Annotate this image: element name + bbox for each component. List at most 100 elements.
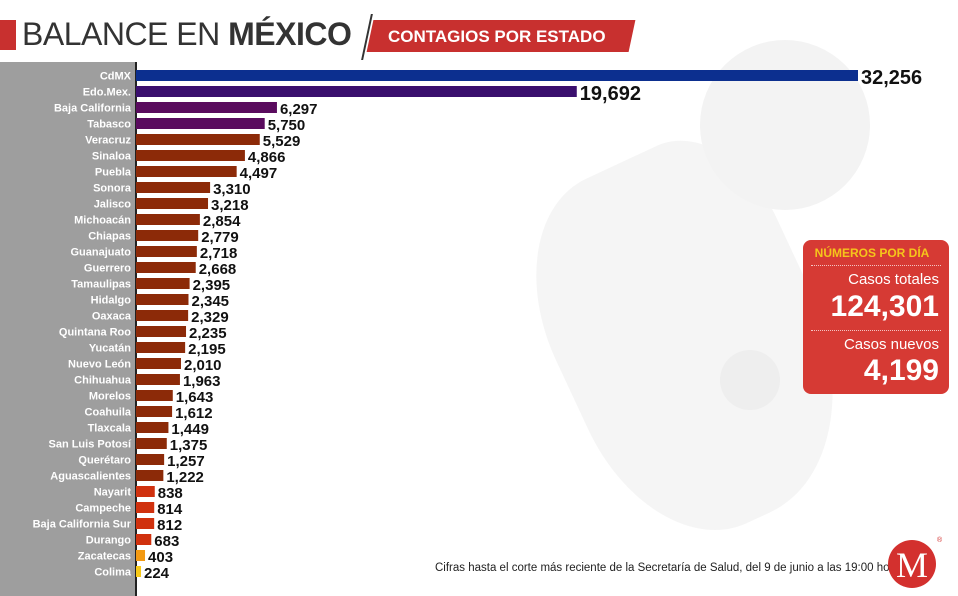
- state-label: San Luis Potosí: [48, 439, 131, 451]
- value-label: 2,718: [200, 245, 238, 262]
- state-label: Coahuila: [85, 407, 132, 419]
- new-cases-value: 4,199: [863, 354, 939, 387]
- bar-7: [136, 182, 211, 193]
- background-virus-shape: [700, 40, 870, 210]
- state-label: Nuevo León: [68, 359, 131, 371]
- bar-18: [136, 358, 181, 369]
- state-label: Jalisco: [94, 199, 132, 211]
- state-label: Morelos: [89, 391, 131, 403]
- value-label: 224: [144, 565, 170, 582]
- state-label: Michoacán: [74, 215, 131, 227]
- state-label: Tabasco: [87, 119, 131, 131]
- value-label: 2,235: [189, 325, 227, 342]
- value-label: 1,375: [170, 437, 208, 454]
- registered-mark: ®: [937, 537, 943, 544]
- value-label: 2,329: [191, 309, 229, 326]
- bar-0: [136, 70, 858, 81]
- background-virus-shape: [720, 350, 780, 410]
- value-label: 1,963: [183, 373, 221, 390]
- state-label: Veracruz: [85, 135, 131, 147]
- stats-divider: [811, 265, 941, 266]
- bar-22: [136, 422, 169, 433]
- state-label: Oaxaca: [92, 311, 132, 323]
- state-label: Quintana Roo: [59, 327, 131, 339]
- state-label: Campeche: [75, 503, 131, 515]
- value-label: 2,854: [203, 213, 241, 230]
- title-light: BALANCE EN: [22, 16, 229, 52]
- value-label: 838: [158, 485, 183, 502]
- value-label: 2,668: [199, 261, 237, 278]
- value-label: 1,449: [171, 421, 209, 438]
- state-label: CdMX: [100, 71, 132, 83]
- state-label: Nayarit: [94, 487, 132, 499]
- source-footnote: Cifras hasta el corte más reciente de la…: [435, 562, 909, 574]
- state-label: Sonora: [93, 183, 132, 195]
- milenio-logo: M: [888, 540, 936, 588]
- state-label: Sinaloa: [92, 151, 132, 163]
- value-label: 1,643: [176, 389, 214, 406]
- bar-1: [136, 86, 577, 97]
- value-label: 6,297: [280, 101, 318, 118]
- bar-5: [136, 150, 245, 161]
- bar-6: [136, 166, 237, 177]
- value-label: 1,257: [167, 453, 205, 470]
- value-label: 3,310: [213, 181, 251, 198]
- page-title: BALANCE EN MÉXICO: [22, 16, 352, 53]
- bar-31: [136, 566, 142, 577]
- bar-2: [136, 102, 277, 113]
- header-accent-bar: [0, 20, 16, 50]
- value-label: 2,010: [184, 357, 222, 374]
- bar-9: [136, 214, 200, 225]
- state-label: Durango: [86, 535, 132, 547]
- stats-heading: NÚMEROS POR DÍA: [814, 246, 930, 260]
- bar-13: [136, 278, 190, 289]
- y-axis-line: [135, 62, 137, 596]
- bar-11: [136, 246, 197, 257]
- new-cases-label: Casos nuevos: [843, 336, 939, 353]
- bar-15: [136, 310, 189, 321]
- value-label: 812: [157, 517, 182, 534]
- state-label: Querétaro: [78, 455, 131, 467]
- state-label: Aguascalientes: [50, 471, 131, 483]
- bar-30: [136, 550, 146, 561]
- state-label: Puebla: [95, 167, 132, 179]
- state-label: Guanajuato: [70, 247, 131, 259]
- value-label: 2,395: [193, 277, 231, 294]
- bar-20: [136, 390, 173, 401]
- bar-19: [136, 374, 180, 385]
- state-label: Chiapas: [88, 231, 131, 243]
- bar-16: [136, 326, 187, 337]
- value-label: 4,866: [248, 149, 286, 166]
- daily-numbers-box: NÚMEROS POR DÍA Casos totales 124,301 Ca…: [803, 240, 949, 394]
- value-label: 2,779: [201, 229, 239, 246]
- state-label: Baja California: [54, 103, 132, 115]
- state-label: Zacatecas: [78, 551, 131, 563]
- total-cases-label: Casos totales: [848, 271, 939, 288]
- value-label: 814: [157, 501, 183, 518]
- total-cases-value: 124,301: [830, 290, 939, 323]
- bar-4: [136, 134, 260, 145]
- bar-21: [136, 406, 173, 417]
- value-label: 5,750: [268, 117, 306, 134]
- value-label: 1,222: [166, 469, 204, 486]
- bar-17: [136, 342, 186, 353]
- value-label: 1,612: [175, 405, 213, 422]
- state-label: Colima: [94, 567, 132, 579]
- bar-12: [136, 262, 196, 273]
- state-label: Tlaxcala: [88, 423, 132, 435]
- bar-25: [136, 470, 164, 481]
- state-label: Yucatán: [89, 343, 131, 355]
- bar-14: [136, 294, 189, 305]
- page-subtitle: CONTAGIOS POR ESTADO: [388, 27, 606, 46]
- state-label: Hidalgo: [91, 295, 132, 307]
- title-bold: MÉXICO: [228, 16, 352, 52]
- value-label: 2,345: [191, 293, 229, 310]
- value-label: 2,195: [188, 341, 226, 358]
- bar-26: [136, 486, 155, 497]
- state-label: Guerrero: [84, 263, 131, 275]
- state-label: Tamaulipas: [71, 279, 131, 291]
- bar-23: [136, 438, 167, 449]
- value-label: 4,497: [240, 165, 278, 182]
- value-label: 19,692: [580, 83, 641, 105]
